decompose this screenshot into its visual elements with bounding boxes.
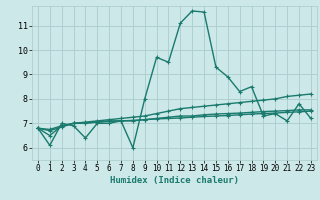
X-axis label: Humidex (Indice chaleur): Humidex (Indice chaleur)	[110, 176, 239, 185]
